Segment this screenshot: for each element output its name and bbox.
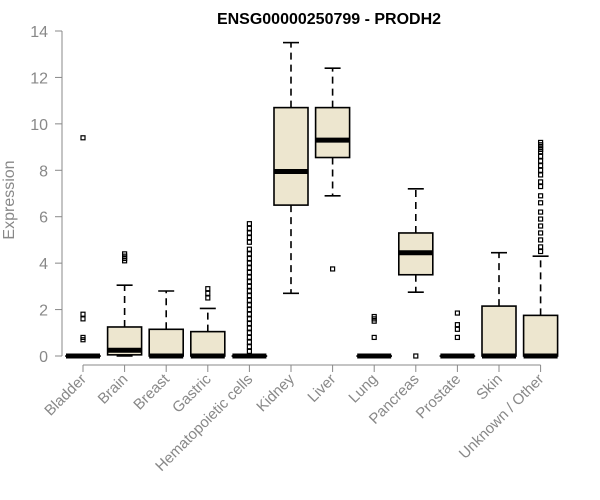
outlier-point bbox=[246, 325, 252, 331]
outlier-point bbox=[246, 246, 252, 252]
y-tick-label: 2 bbox=[39, 303, 48, 320]
x-category-label: Bladder bbox=[41, 371, 90, 420]
outlier-point bbox=[246, 239, 252, 245]
x-category-label: Skin bbox=[473, 371, 506, 404]
outlier-point bbox=[246, 274, 252, 280]
chart-title: ENSG00000250799 - PRODH2 bbox=[217, 11, 441, 28]
outlier-point bbox=[246, 260, 252, 266]
x-category-label: Prostate bbox=[413, 371, 465, 423]
outlier-point bbox=[246, 235, 252, 241]
outlier-point bbox=[537, 163, 544, 169]
y-tick-label: 8 bbox=[39, 163, 48, 180]
y-tick-label: 12 bbox=[30, 70, 48, 87]
outlier-point bbox=[80, 135, 86, 141]
outlier-point bbox=[537, 223, 544, 229]
outlier-point bbox=[537, 244, 544, 250]
outlier-point bbox=[121, 258, 128, 264]
outlier-point bbox=[537, 167, 544, 173]
box-breast bbox=[148, 328, 184, 357]
outlier-point bbox=[246, 255, 252, 262]
y-tick-label: 6 bbox=[39, 210, 48, 227]
outlier-point bbox=[246, 251, 252, 257]
outlier-point bbox=[246, 302, 252, 308]
x-category-label: Breast bbox=[130, 370, 173, 413]
outlier-point bbox=[246, 265, 252, 271]
outlier-point bbox=[80, 316, 86, 322]
y-axis-label: Expression bbox=[1, 160, 18, 239]
outlier-point bbox=[246, 334, 252, 341]
outlier-point bbox=[246, 297, 252, 303]
outlier-point bbox=[537, 179, 544, 185]
outlier-point bbox=[246, 330, 252, 336]
outlier-point bbox=[80, 311, 86, 317]
outlier-point bbox=[246, 344, 252, 350]
x-category-label: Liver bbox=[304, 371, 339, 406]
outlier-point bbox=[246, 306, 252, 313]
outlier-point bbox=[454, 326, 460, 332]
outlier-point bbox=[205, 290, 211, 296]
outlier-point bbox=[246, 230, 252, 236]
outlier-point bbox=[246, 293, 252, 299]
outlier-point bbox=[537, 172, 544, 178]
outlier-point bbox=[537, 158, 544, 164]
outlier-point bbox=[246, 283, 252, 289]
outlier-point bbox=[537, 200, 544, 206]
box-skin bbox=[481, 305, 517, 357]
outlier-point bbox=[537, 193, 544, 199]
outlier-point bbox=[537, 153, 544, 159]
y-tick-label: 14 bbox=[30, 24, 48, 41]
outlier-point bbox=[246, 288, 252, 294]
outlier-point bbox=[413, 353, 419, 359]
outlier-point bbox=[537, 248, 544, 255]
outlier-point bbox=[371, 334, 377, 341]
outlier-point bbox=[246, 339, 252, 345]
outlier-point bbox=[454, 310, 460, 316]
box-gastric bbox=[190, 330, 226, 357]
box-unknown-other bbox=[522, 314, 559, 357]
outlier-point bbox=[537, 216, 544, 222]
outlier-point bbox=[246, 316, 252, 322]
box-kidney bbox=[273, 106, 309, 206]
y-tick-label: 0 bbox=[39, 349, 48, 366]
outlier-point bbox=[246, 348, 252, 354]
outlier-point bbox=[537, 149, 544, 155]
y-tick-label: 4 bbox=[39, 256, 48, 273]
x-category-label: Lung bbox=[345, 371, 381, 407]
outlier-point bbox=[537, 237, 544, 243]
outlier-point bbox=[205, 295, 211, 301]
outlier-point bbox=[454, 322, 460, 328]
outlier-point bbox=[454, 334, 460, 341]
outlier-point bbox=[246, 311, 252, 317]
outlier-point bbox=[330, 266, 336, 272]
outlier-point bbox=[246, 320, 252, 327]
outlier-point bbox=[537, 209, 544, 215]
outlier-point bbox=[246, 221, 252, 227]
x-category-label: Brain bbox=[95, 371, 132, 408]
y-tick-label: 10 bbox=[30, 117, 48, 134]
outlier-point bbox=[246, 279, 252, 285]
box-liver bbox=[314, 106, 351, 159]
outlier-point bbox=[246, 225, 252, 231]
outlier-point bbox=[371, 318, 377, 324]
outlier-point bbox=[537, 230, 544, 236]
outlier-point bbox=[246, 269, 252, 276]
outlier-point bbox=[205, 286, 211, 292]
x-category-label: Kidney bbox=[253, 370, 298, 415]
outlier-point bbox=[80, 337, 86, 343]
outlier-point bbox=[537, 183, 544, 190]
